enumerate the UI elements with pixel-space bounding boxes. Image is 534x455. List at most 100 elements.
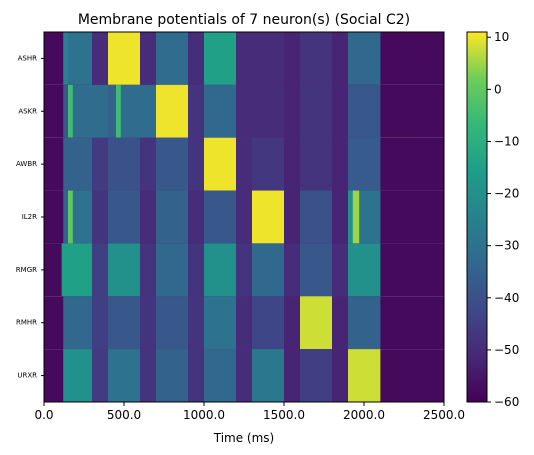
- heatmap-cell: [156, 349, 189, 402]
- heatmap-cell: [156, 296, 189, 350]
- heatmap-cell: [252, 349, 285, 402]
- y-tick-label: RMHR: [16, 319, 37, 327]
- heatmap-cell: [348, 296, 381, 350]
- heatmap-cell: [92, 137, 109, 191]
- heatmap-cell: [156, 84, 189, 138]
- heatmap-cell: [68, 190, 74, 244]
- x-tick-label: 2500.0: [423, 408, 465, 422]
- heatmap-cell: [204, 32, 237, 85]
- heatmap-cell: [204, 190, 237, 244]
- heatmap-cell: [108, 137, 141, 191]
- heatmap-cell: [63, 296, 93, 350]
- heatmap-cell: [359, 190, 381, 244]
- heatmap-cell: [300, 84, 333, 138]
- heatmap-cell: [284, 84, 301, 138]
- x-tick-label: 1000.0: [183, 408, 225, 422]
- heatmap-cell: [236, 243, 253, 297]
- heatmap-cell: [236, 32, 253, 85]
- heatmap-cell: [332, 190, 349, 244]
- heatmap-cell: [332, 137, 349, 191]
- heatmap-cell: [204, 296, 237, 350]
- heatmap-cell: [156, 137, 189, 191]
- heatmap-cell: [108, 296, 141, 350]
- heatmap-cells: [44, 32, 444, 402]
- colorbar-tick-label: 10: [494, 30, 509, 44]
- heatmap-cell: [188, 349, 205, 402]
- heatmap-cell: [284, 243, 301, 297]
- heatmap-cell: [92, 243, 109, 297]
- heatmap-cell: [284, 137, 301, 191]
- heatmap-cell: [188, 296, 205, 350]
- heatmap-cell: [63, 190, 69, 244]
- heatmap-cell: [284, 32, 301, 85]
- colorbar-tick-label: 0: [494, 82, 502, 96]
- heatmap-cell: [252, 190, 285, 244]
- heatmap-cell: [332, 84, 349, 138]
- heatmap-cell: [120, 84, 157, 138]
- heatmap-cell: [348, 137, 381, 191]
- heatmap-cell: [63, 84, 69, 138]
- heatmap-cell: [284, 190, 301, 244]
- heatmap-cell: [108, 32, 141, 85]
- heatmap-cell: [140, 296, 157, 350]
- colorbar-tick-label: −50: [494, 343, 519, 357]
- heatmap-cell: [140, 349, 157, 402]
- heatmap-cell: [204, 243, 237, 297]
- heatmap-cell: [204, 137, 237, 191]
- heatmap-cell: [300, 296, 333, 350]
- heatmap-cell: [61, 243, 93, 297]
- heatmap-cell: [188, 190, 205, 244]
- heatmap-cell: [72, 84, 109, 138]
- heatmap-cell: [300, 190, 333, 244]
- heatmap-cell: [108, 190, 141, 244]
- heatmap-cell: [92, 349, 109, 402]
- heatmap-cell: [108, 84, 117, 138]
- x-tick-label: 1500.0: [263, 408, 305, 422]
- heatmap-cell: [348, 243, 381, 297]
- heatmap-cell: [92, 296, 109, 350]
- y-tick-label: ASKR: [18, 107, 37, 115]
- heatmap-cell: [236, 84, 253, 138]
- heatmap-cell: [140, 32, 157, 85]
- heatmap-cell: [188, 137, 205, 191]
- heatmap-cell: [156, 32, 189, 85]
- y-tick-label: URXR: [17, 372, 37, 380]
- colorbar: [466, 31, 488, 403]
- heatmap-cell: [236, 137, 253, 191]
- heatmap-cell: [68, 84, 74, 138]
- x-tick-label: 0.0: [34, 408, 53, 422]
- y-tick-label: AWBR: [16, 160, 37, 168]
- heatmap-cell: [284, 296, 301, 350]
- heatmap-cell: [348, 349, 381, 402]
- heatmap-cell: [332, 32, 349, 85]
- heatmap-cell: [92, 32, 109, 85]
- x-axis-label: Time (ms): [213, 431, 275, 445]
- heatmap-cell: [72, 190, 93, 244]
- heatmap-cell: [140, 243, 157, 297]
- heatmap-cell: [252, 243, 285, 297]
- colorbar-tick-label: −30: [494, 239, 519, 253]
- heatmap-cell: [108, 243, 141, 297]
- colorbar-tick-label: −40: [494, 291, 519, 305]
- heatmap-cell: [252, 137, 285, 191]
- x-axis: 0.0 500.0 1000.0 1500.0 2000.0 2500.0: [34, 402, 465, 422]
- heatmap-cell: [332, 243, 349, 297]
- colorbar-tick-label: −60: [494, 395, 519, 409]
- colorbar-axis: 10 0 −10 −20 −30 −40 −50 −60: [487, 30, 519, 409]
- x-tick-label: 2000.0: [343, 408, 385, 422]
- heatmap-cell: [252, 296, 285, 350]
- chart-title: Membrane potentials of 7 neuron(s) (Soci…: [78, 12, 410, 28]
- colorbar-tick-label: −20: [494, 187, 519, 201]
- heatmap-cell: [188, 243, 205, 297]
- heatmap-cell: [204, 349, 237, 402]
- heatmap-cell: [92, 190, 109, 244]
- heatmap-cell: [63, 137, 93, 191]
- heatmap-cell: [156, 190, 189, 244]
- x-tick-label: 500.0: [107, 408, 141, 422]
- heatmap-cell: [352, 190, 360, 244]
- y-tick-label: IL2R: [22, 213, 37, 221]
- heatmap-cell: [284, 349, 301, 402]
- heatmap-cell: [252, 84, 285, 138]
- heatmap-cell: [300, 137, 333, 191]
